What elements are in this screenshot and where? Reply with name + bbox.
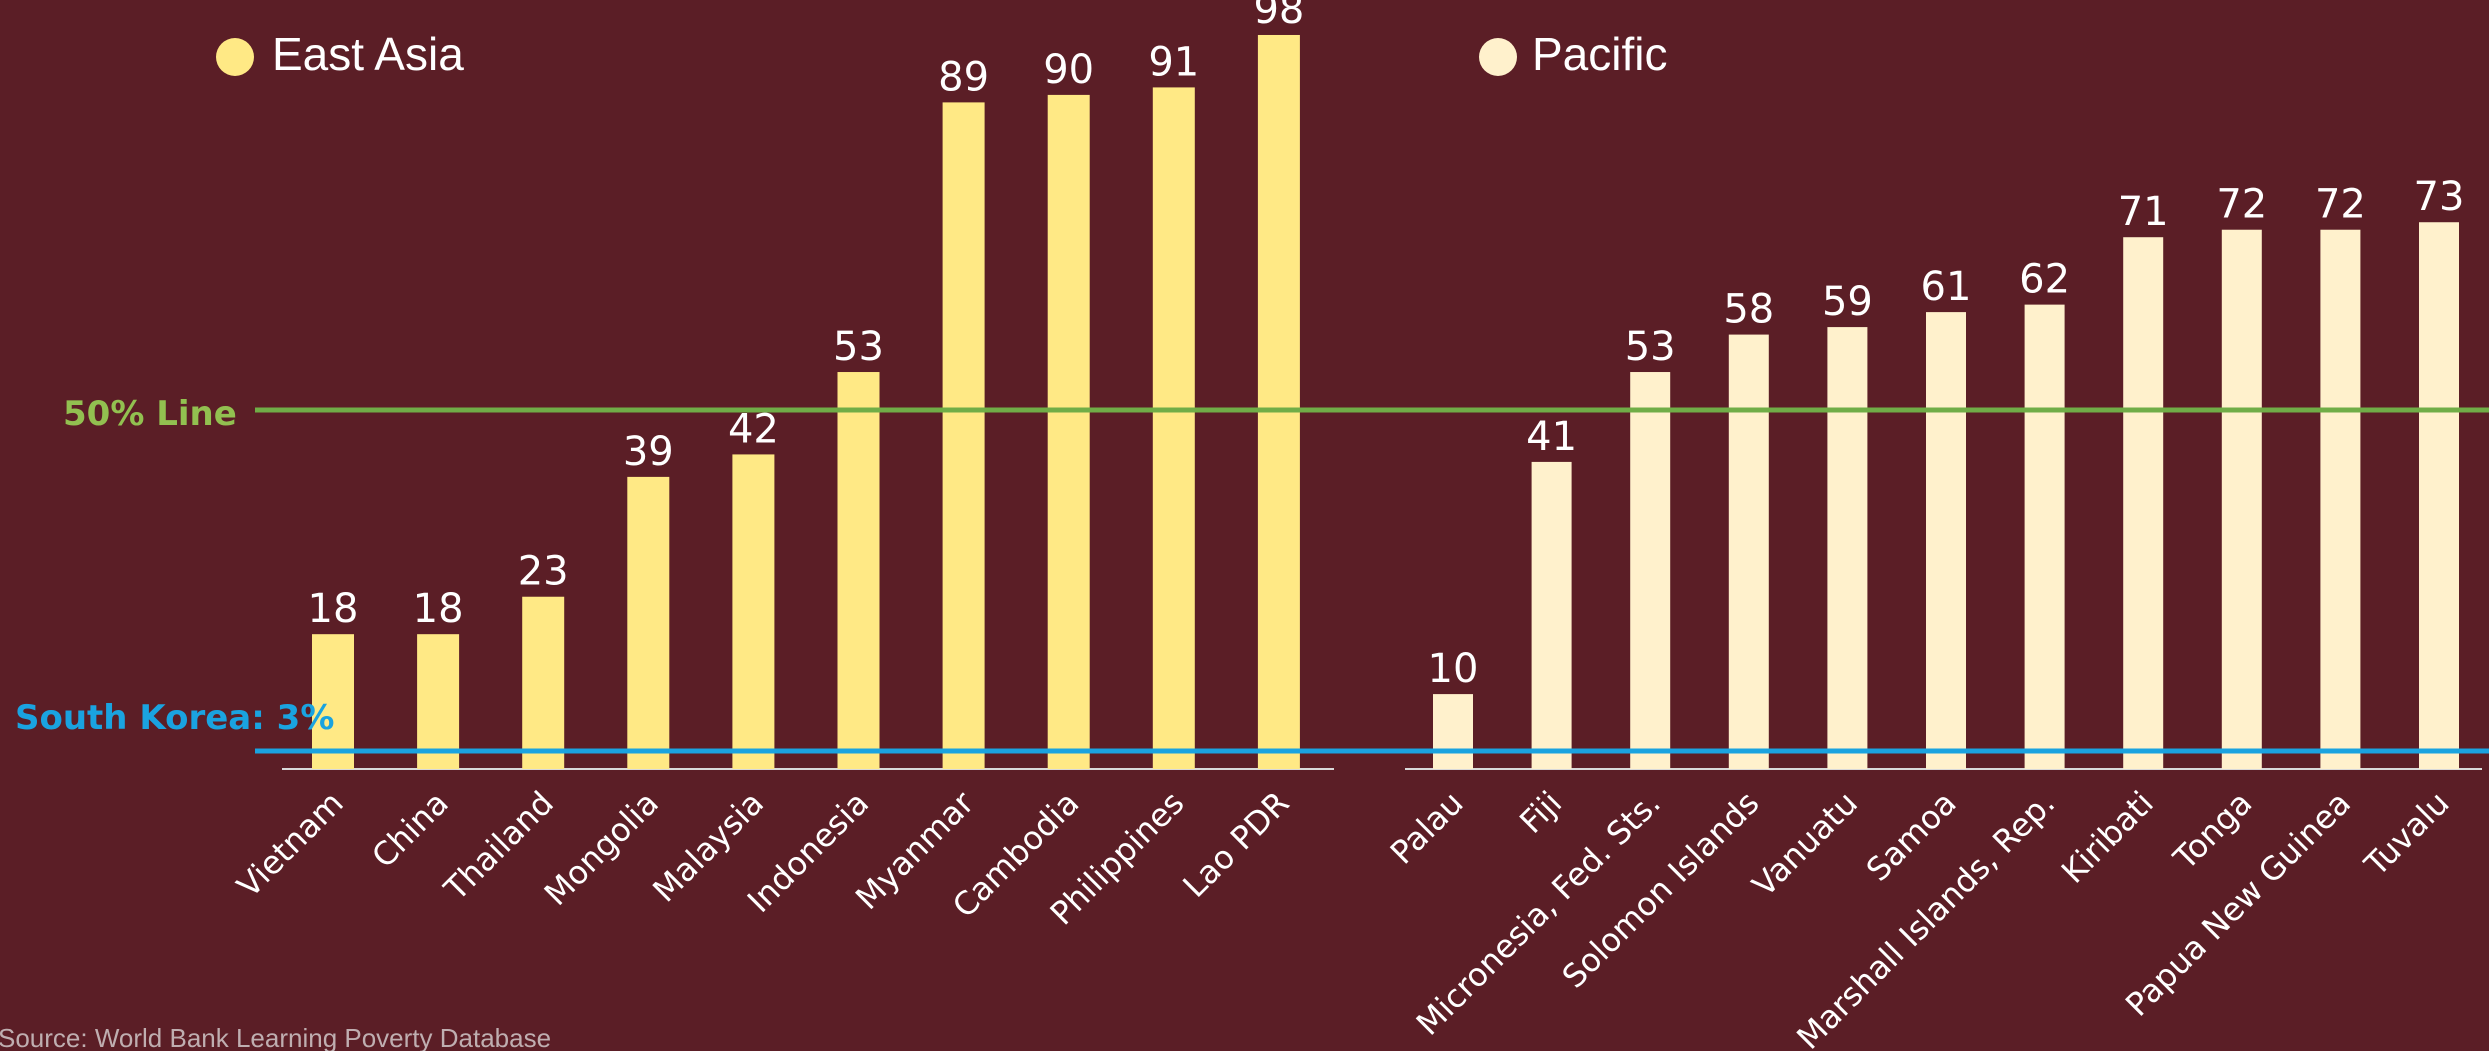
legend: East Asia Pacific bbox=[216, 28, 1667, 80]
data-label: 72 bbox=[2216, 182, 2267, 228]
category-label: Tonga bbox=[2165, 784, 2259, 878]
bar bbox=[942, 102, 985, 769]
reference-line-label-1: 50% Line bbox=[63, 394, 237, 434]
bar bbox=[2320, 229, 2361, 770]
source-note: Source: World Bank Learning Poverty Data… bbox=[0, 1023, 551, 1051]
data-label: 59 bbox=[1822, 279, 1873, 325]
category-label: Lao PDR bbox=[1175, 784, 1296, 905]
data-label: 41 bbox=[1526, 414, 1577, 460]
data-label: 98 bbox=[1253, 0, 1304, 33]
category-label: Palau bbox=[1383, 784, 1471, 872]
data-label: 71 bbox=[2118, 189, 2169, 235]
bar bbox=[1827, 327, 1868, 769]
data-label: 53 bbox=[1625, 324, 1676, 370]
bar bbox=[1630, 372, 1671, 769]
reference-lines: 50% Line South Korea: 3% bbox=[15, 394, 2489, 754]
data-label: 42 bbox=[728, 406, 779, 452]
data-label: 62 bbox=[2019, 257, 2070, 303]
data-label: 18 bbox=[308, 586, 359, 632]
category-label: Kiribati bbox=[2054, 784, 2161, 891]
legend-label-1: East Asia bbox=[272, 28, 464, 80]
bar bbox=[417, 634, 460, 769]
bar bbox=[1531, 461, 1572, 769]
legend-marker-2 bbox=[1479, 38, 1517, 76]
bars bbox=[312, 34, 2459, 770]
bar bbox=[1257, 34, 1300, 770]
data-label: 10 bbox=[1428, 646, 1479, 692]
data-label: 39 bbox=[623, 429, 674, 475]
data-label: 23 bbox=[518, 549, 569, 595]
bar bbox=[1152, 87, 1195, 769]
data-label: 89 bbox=[938, 54, 989, 100]
bar bbox=[732, 454, 775, 769]
data-label: 53 bbox=[833, 324, 884, 370]
data-label: 61 bbox=[1921, 264, 1972, 310]
reference-line-label-2: South Korea: 3% bbox=[15, 698, 334, 738]
category-label: Vanuatu bbox=[1745, 784, 1865, 904]
category-label: Fiji bbox=[1512, 784, 1569, 841]
bar bbox=[1047, 94, 1090, 769]
bar bbox=[1926, 312, 1966, 769]
bar bbox=[522, 596, 565, 769]
category-label: Mongolia bbox=[537, 784, 666, 913]
bar bbox=[1728, 334, 1769, 769]
data-label: 72 bbox=[2315, 182, 2366, 228]
category-label: Vietnam bbox=[229, 784, 350, 905]
data-label: 73 bbox=[2414, 174, 2465, 220]
bar bbox=[627, 476, 670, 769]
bar bbox=[2123, 237, 2164, 769]
legend-marker-1 bbox=[216, 38, 254, 76]
bar bbox=[1433, 694, 1473, 769]
data-label: 90 bbox=[1043, 47, 1094, 93]
bar bbox=[2221, 229, 2262, 770]
data-label: 18 bbox=[413, 586, 464, 632]
data-label: 58 bbox=[1723, 287, 1774, 333]
bar bbox=[837, 372, 880, 769]
bar bbox=[2024, 304, 2065, 769]
category-label: Tuvalu bbox=[2356, 784, 2456, 884]
data-label: 91 bbox=[1148, 39, 1199, 85]
bar bbox=[2419, 222, 2459, 770]
bar bbox=[312, 634, 354, 769]
legend-label-2: Pacific bbox=[1532, 28, 1667, 80]
category-label: China bbox=[364, 784, 456, 876]
